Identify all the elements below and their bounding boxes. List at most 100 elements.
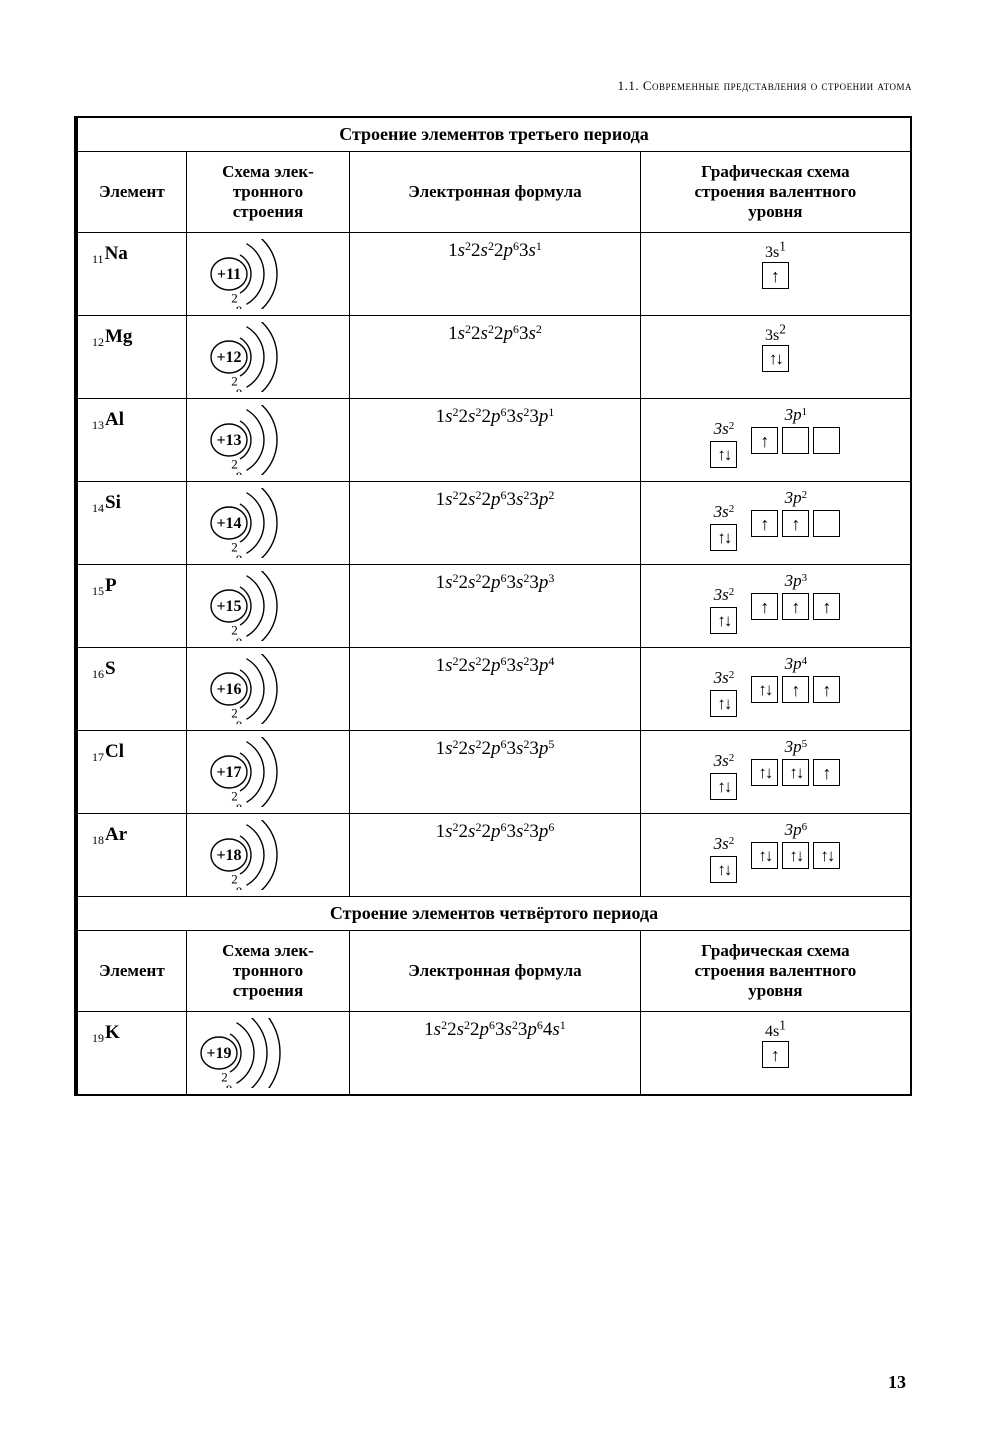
table-row: 11Na +11 281 1s22s22p63s1 3s1 bbox=[76, 233, 911, 316]
orbital-box bbox=[710, 607, 737, 634]
svg-text:+15: +15 bbox=[216, 598, 241, 615]
cell-scheme: +14 284 bbox=[186, 482, 349, 565]
orbital-box bbox=[782, 842, 809, 869]
cell-element: 14Si bbox=[76, 482, 186, 565]
svg-text:+12: +12 bbox=[216, 349, 241, 366]
cell-formula: 1s22s22p63s2 bbox=[350, 316, 641, 399]
cell-orbitals: 3s2 3p6 bbox=[640, 814, 911, 897]
cell-orbitals: 3s1 bbox=[640, 233, 911, 316]
cell-element: 13Al bbox=[76, 399, 186, 482]
section-title: Строение элементов третьего периода bbox=[76, 117, 911, 152]
cell-orbitals: 3s2 bbox=[640, 316, 911, 399]
cell-formula: 1s22s22p63s23p4 bbox=[350, 648, 641, 731]
svg-text:8: 8 bbox=[236, 469, 243, 475]
cell-element: 16S bbox=[76, 648, 186, 731]
cell-scheme: +17 287 bbox=[186, 731, 349, 814]
cell-formula: 1s22s22p63s1 bbox=[350, 233, 641, 316]
orbital-box bbox=[751, 510, 778, 537]
cell-scheme: +15 285 bbox=[186, 565, 349, 648]
orbital-box bbox=[710, 690, 737, 717]
orbital-box bbox=[782, 427, 809, 454]
orbital-box bbox=[762, 262, 789, 289]
cell-element: 15P bbox=[76, 565, 186, 648]
cell-scheme: +16 286 bbox=[186, 648, 349, 731]
elements-table: Строение элементов третьего периода Элем… bbox=[74, 116, 912, 1096]
svg-text:8: 8 bbox=[236, 303, 243, 309]
orbital-box bbox=[782, 510, 809, 537]
svg-text:+18: +18 bbox=[216, 847, 241, 864]
orbital-box bbox=[710, 773, 737, 800]
svg-text:+14: +14 bbox=[216, 515, 241, 532]
orbital-box bbox=[813, 510, 840, 537]
page: 1.1. Современные представления о строени… bbox=[0, 0, 986, 1447]
table-row: 16S +16 286 1s22s22p63s23p4 3s2 3p4 bbox=[76, 648, 911, 731]
cell-formula: 1s22s22p63s23p2 bbox=[350, 482, 641, 565]
col-formula: Электронная формула bbox=[350, 931, 641, 1012]
orbital-box bbox=[762, 1041, 789, 1068]
cell-orbitals: 4s1 bbox=[640, 1012, 911, 1096]
page-number: 13 bbox=[888, 1372, 906, 1393]
svg-text:8: 8 bbox=[236, 552, 243, 558]
cell-scheme: +19 2881 bbox=[186, 1012, 349, 1096]
column-header-row: Элемент Схема элек-тронногостроения Элек… bbox=[76, 152, 911, 233]
orbital-box bbox=[710, 441, 737, 468]
svg-text:+11: +11 bbox=[217, 266, 241, 283]
cell-orbitals: 3s2 3p4 bbox=[640, 648, 911, 731]
table-row: 12Mg +12 282 1s22s22p63s2 3s2 bbox=[76, 316, 911, 399]
table-row: 14Si +14 284 1s22s22p63s23p2 3s2 3p2 bbox=[76, 482, 911, 565]
cell-formula: 1s22s22p63s23p1 bbox=[350, 399, 641, 482]
col-scheme: Схема элек-тронногостроения bbox=[186, 931, 349, 1012]
running-header: 1.1. Современные представления о строени… bbox=[74, 78, 912, 94]
cell-element: 18Ar bbox=[76, 814, 186, 897]
column-header-row: Элемент Схема элек-тронногостроения Элек… bbox=[76, 931, 911, 1012]
svg-text:8: 8 bbox=[226, 1082, 233, 1088]
orbital-box bbox=[782, 676, 809, 703]
orbital-box bbox=[782, 593, 809, 620]
svg-text:8: 8 bbox=[236, 386, 243, 392]
orbital-box bbox=[762, 345, 789, 372]
cell-scheme: +18 288 bbox=[186, 814, 349, 897]
section-title-row: Строение элементов третьего периода bbox=[76, 117, 911, 152]
cell-formula: 1s22s22p63s23p5 bbox=[350, 731, 641, 814]
cell-scheme: +13 283 bbox=[186, 399, 349, 482]
orbital-box bbox=[710, 524, 737, 551]
svg-text:+17: +17 bbox=[216, 764, 241, 781]
table-row: 15P +15 285 1s22s22p63s23p3 3s2 3p3 bbox=[76, 565, 911, 648]
cell-element: 19K bbox=[76, 1012, 186, 1096]
svg-text:+19: +19 bbox=[206, 1045, 231, 1062]
svg-text:+16: +16 bbox=[216, 681, 241, 698]
orbital-box bbox=[813, 842, 840, 869]
cell-scheme: +12 282 bbox=[186, 316, 349, 399]
cell-element: 17Cl bbox=[76, 731, 186, 814]
orbital-box bbox=[710, 856, 737, 883]
svg-text:8: 8 bbox=[236, 635, 243, 641]
orbital-box bbox=[813, 427, 840, 454]
orbital-box bbox=[751, 842, 778, 869]
col-element: Элемент bbox=[76, 931, 186, 1012]
cell-formula: 1s22s22p63s23p6 bbox=[350, 814, 641, 897]
orbital-box bbox=[751, 427, 778, 454]
cell-element: 11Na bbox=[76, 233, 186, 316]
orbital-box bbox=[751, 676, 778, 703]
cell-formula: 1s22s22p63s23p3 bbox=[350, 565, 641, 648]
svg-text:8: 8 bbox=[236, 801, 243, 807]
orbital-box bbox=[751, 759, 778, 786]
table-row: 19K +19 2881 1s22s22p63s23p64s1 4s1 bbox=[76, 1012, 911, 1096]
orbital-box bbox=[782, 759, 809, 786]
col-orbitals: Графическая схемастроения валентногоуров… bbox=[640, 152, 911, 233]
table-row: 17Cl +17 287 1s22s22p63s23p5 3s2 3p5 bbox=[76, 731, 911, 814]
cell-scheme: +11 281 bbox=[186, 233, 349, 316]
cell-formula: 1s22s22p63s23p64s1 bbox=[350, 1012, 641, 1096]
cell-element: 12Mg bbox=[76, 316, 186, 399]
table-row: 18Ar +18 288 1s22s22p63s23p6 3s2 3p6 bbox=[76, 814, 911, 897]
section-title-row: Строение элементов четвёртого периода bbox=[76, 897, 911, 931]
svg-text:+13: +13 bbox=[216, 432, 241, 449]
cell-orbitals: 3s2 3p3 bbox=[640, 565, 911, 648]
col-element: Элемент bbox=[76, 152, 186, 233]
svg-text:8: 8 bbox=[236, 884, 243, 890]
orbital-box bbox=[751, 593, 778, 620]
orbital-box bbox=[813, 593, 840, 620]
col-formula: Электронная формула bbox=[350, 152, 641, 233]
orbital-box bbox=[813, 759, 840, 786]
cell-orbitals: 3s2 3p5 bbox=[640, 731, 911, 814]
